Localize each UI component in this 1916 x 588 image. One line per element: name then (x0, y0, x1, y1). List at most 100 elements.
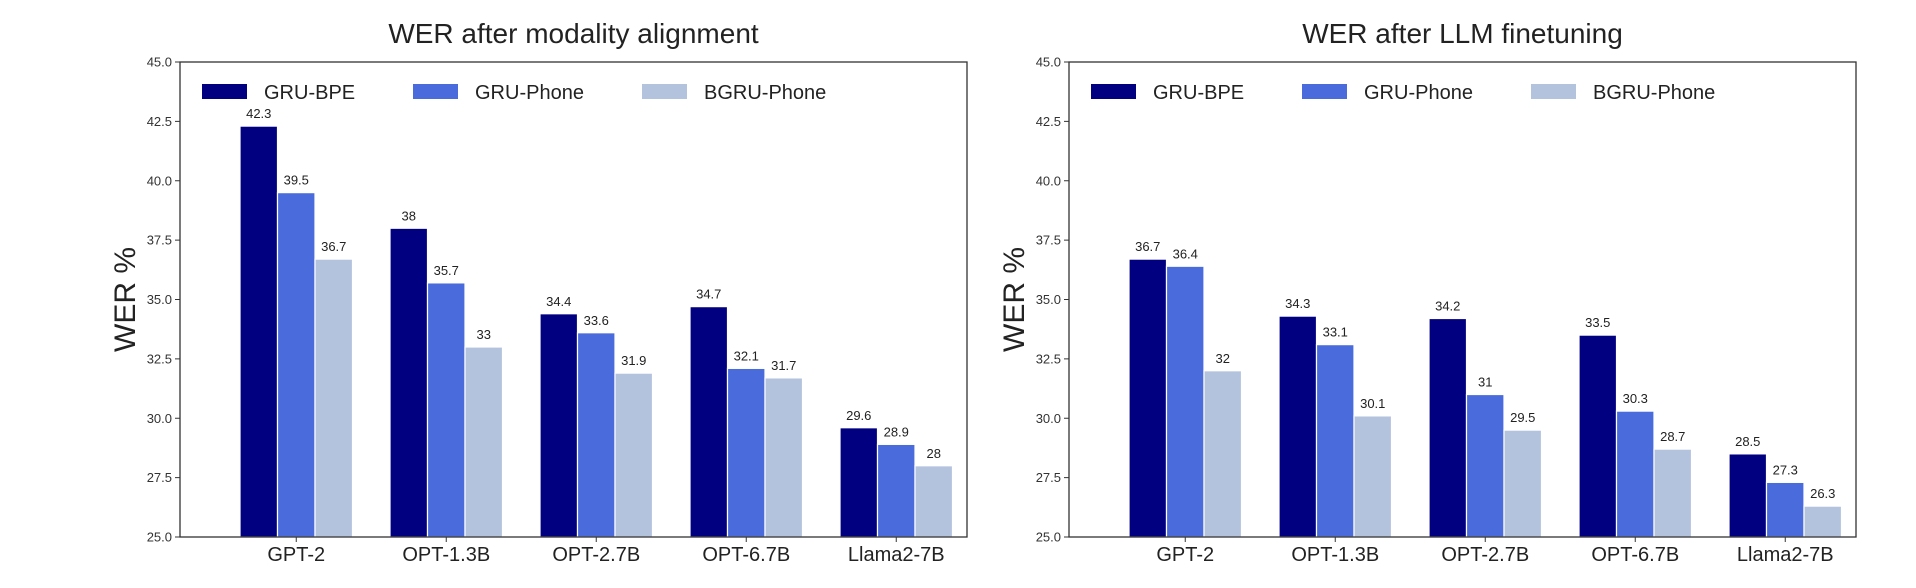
y-tick-label: 32.5 (147, 351, 172, 366)
legend-label-gru-phone: GRU-Phone (475, 82, 584, 104)
chart-panel-2: WER after LLM finetuning WER % 25.0 27.5 30.… (998, 18, 1857, 566)
legend: GRU-BPE GRU-Phone BGRU-Phone (202, 82, 826, 104)
bar-bgru-phone-llama2-7b (914, 465, 954, 538)
y-tick-label: 45.0 (147, 55, 172, 70)
y-axis-label: WER % (109, 247, 142, 352)
bar-gru-bpe-gpt-2 (1128, 258, 1168, 538)
data-label: 30.1 (1360, 396, 1385, 411)
y-tick-label: 45.0 (1036, 55, 1061, 70)
bar-gru-bpe-opt-6.7b (689, 306, 729, 538)
y-tick-label: 35.0 (147, 292, 172, 307)
data-label: 31.7 (771, 358, 796, 373)
bar-gru-phone-opt-2.7b (576, 332, 616, 538)
data-label: 26.3 (1810, 486, 1835, 501)
data-label: 36.7 (321, 239, 346, 254)
data-label: 29.5 (1510, 410, 1535, 425)
x-tick-label: OPT-6.7B (702, 544, 790, 566)
x-tick-label: OPT-2.7B (1441, 544, 1529, 566)
data-label: 30.3 (1623, 391, 1648, 406)
bar-bgru-phone-llama2-7b (1803, 505, 1843, 538)
x-tick-label: GPT-2 (1156, 544, 1214, 566)
x-tick-label: OPT-1.3B (1291, 544, 1379, 566)
data-label: 33.6 (584, 313, 609, 328)
bar-gru-phone-opt-6.7b (726, 367, 766, 538)
legend-label-gru-phone: GRU-Phone (1364, 82, 1473, 104)
y-axis-label: WER % (998, 247, 1031, 352)
x-tick-label: GPT-2 (267, 544, 325, 566)
y-tick-label: 27.5 (1036, 470, 1061, 485)
y-tick-label: 30.0 (147, 411, 172, 426)
bar-gru-bpe-gpt-2 (239, 125, 279, 538)
bar-gru-phone-gpt-2 (276, 192, 316, 538)
legend-label-gru-bpe: GRU-BPE (1153, 82, 1244, 104)
data-label: 34.3 (1285, 296, 1310, 311)
legend-label-bgru-phone: BGRU-Phone (1593, 82, 1715, 104)
data-label: 35.7 (434, 263, 459, 278)
bar-bgru-phone-opt-1.3b (464, 346, 504, 538)
y-tick-label: 37.5 (147, 233, 172, 248)
data-label: 33.1 (1323, 325, 1348, 340)
bar-gru-phone-opt-6.7b (1615, 410, 1655, 538)
data-label: 28 (927, 446, 941, 461)
bar-gru-phone-llama2-7b (876, 443, 916, 538)
bar-gru-bpe-opt-1.3b (1278, 315, 1318, 538)
data-label: 27.3 (1773, 462, 1798, 477)
bar-gru-bpe-opt-6.7b (1578, 334, 1618, 538)
plot-frame (1068, 61, 1857, 538)
bar-bgru-phone-gpt-2 (314, 258, 354, 538)
data-label: 32 (1216, 351, 1230, 366)
y-tick-label: 37.5 (1036, 233, 1061, 248)
data-label: 34.7 (696, 287, 721, 302)
bar-gru-bpe-llama2-7b (1728, 453, 1768, 538)
bar-bgru-phone-opt-6.7b (764, 377, 804, 538)
y-tick-label: 42.5 (1036, 114, 1061, 129)
chart-panel-1: WER after modality alignment WER % 25.0 27.… (109, 18, 968, 566)
y-tick-label: 32.5 (1036, 351, 1061, 366)
y-tick-label: 27.5 (147, 470, 172, 485)
data-label: 28.5 (1735, 434, 1760, 449)
bar-gru-bpe-llama2-7b (839, 427, 879, 538)
bar-bgru-phone-gpt-2 (1203, 370, 1243, 538)
y-tick-label: 35.0 (1036, 292, 1061, 307)
data-label: 33.5 (1585, 315, 1610, 330)
data-label: 36.4 (1173, 246, 1198, 261)
y-tick-label: 42.5 (147, 114, 172, 129)
legend-swatch-bgru-phone (642, 84, 687, 99)
data-label: 32.1 (734, 348, 759, 363)
bar-gru-phone-opt-1.3b (426, 282, 466, 538)
data-label: 38 (402, 208, 416, 223)
x-tick-label: OPT-6.7B (1591, 544, 1679, 566)
bar-gru-bpe-opt-2.7b (1428, 317, 1468, 538)
data-label: 31.9 (621, 353, 646, 368)
data-label: 39.5 (284, 173, 309, 188)
y-tick-label: 40.0 (147, 173, 172, 188)
legend-swatch-gru-bpe (1091, 84, 1136, 99)
data-label: 36.7 (1135, 239, 1160, 254)
bar-gru-phone-opt-1.3b (1315, 344, 1355, 538)
legend-label-gru-bpe: GRU-BPE (264, 82, 355, 104)
data-label: 31 (1478, 375, 1492, 390)
plot-frame (179, 61, 968, 538)
legend: GRU-BPE GRU-Phone BGRU-Phone (1091, 82, 1715, 104)
data-label: 28.7 (1660, 429, 1685, 444)
legend-swatch-bgru-phone (1531, 84, 1576, 99)
data-label: 42.3 (246, 106, 271, 121)
legend-swatch-gru-phone (413, 84, 458, 99)
chart-title: WER after modality alignment (388, 18, 759, 49)
x-tick-label: OPT-2.7B (552, 544, 640, 566)
legend-swatch-gru-bpe (202, 84, 247, 99)
x-tick-label: OPT-1.3B (402, 544, 490, 566)
y-tick-label: 25.0 (147, 530, 172, 545)
x-tick-label: Llama2-7B (848, 544, 945, 566)
data-label: 28.9 (884, 424, 909, 439)
data-label: 34.2 (1435, 299, 1460, 314)
data-label: 34.4 (546, 294, 571, 309)
y-tick-label: 25.0 (1036, 530, 1061, 545)
chart-title: WER after LLM finetuning (1302, 18, 1623, 49)
y-tick-label: 40.0 (1036, 173, 1061, 188)
bar-gru-phone-gpt-2 (1165, 265, 1205, 538)
bar-bgru-phone-opt-6.7b (1653, 448, 1693, 538)
y-tick-label: 30.0 (1036, 411, 1061, 426)
bar-gru-phone-opt-2.7b (1465, 393, 1505, 538)
